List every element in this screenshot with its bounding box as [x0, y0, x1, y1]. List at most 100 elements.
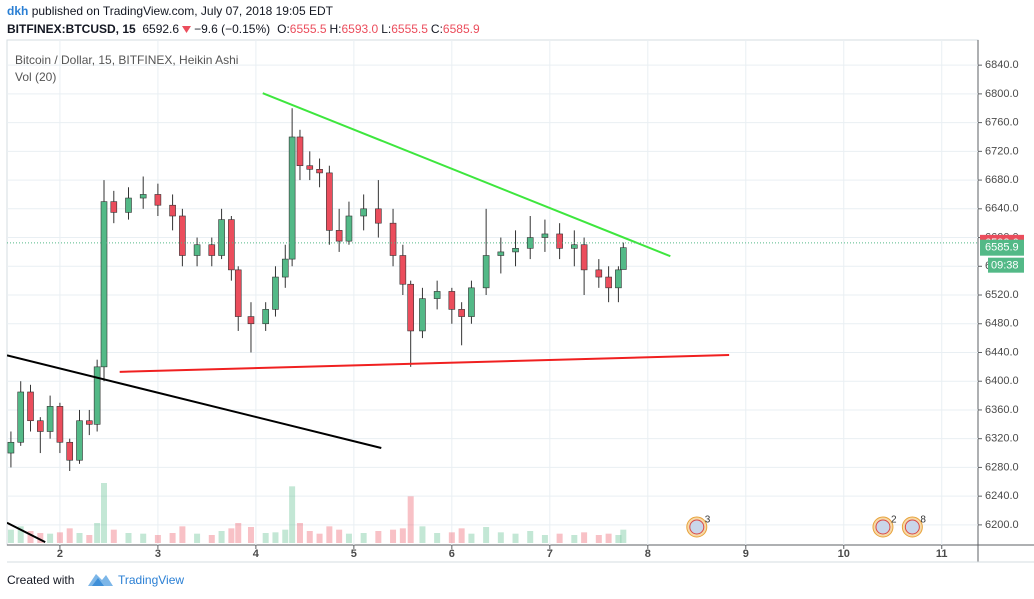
candle-body	[419, 298, 426, 332]
volume-bar	[541, 535, 548, 543]
volume-bar	[512, 533, 519, 543]
candle-body	[580, 244, 588, 271]
volume-bar	[125, 533, 132, 543]
candle-body	[100, 201, 108, 368]
close-box	[980, 239, 1024, 256]
trend-line	[7, 354, 382, 449]
candle-body	[37, 420, 44, 432]
plot-frame	[6, 39, 979, 546]
candle-body	[345, 215, 353, 242]
candle-body	[193, 244, 201, 256]
volume-bar	[235, 523, 242, 543]
event-flag[interactable]: 3	[686, 515, 711, 538]
price: 6592.6	[142, 22, 180, 36]
volume-bar	[179, 526, 186, 543]
ohlc-value: 6593.0	[341, 22, 379, 36]
candle-body	[169, 204, 176, 217]
volume-bar	[316, 533, 323, 543]
countdown-box	[988, 257, 1024, 273]
volume-bar	[458, 528, 465, 543]
ohlc-value: 6555.5	[289, 22, 327, 36]
candle-body	[399, 255, 407, 285]
candle-body	[208, 244, 216, 256]
candle-body	[306, 165, 314, 170]
x-tick-label: 8	[645, 548, 651, 560]
volume-bar	[218, 531, 225, 543]
countdown-label: 09:38	[991, 260, 1019, 272]
volume-bar	[110, 529, 117, 543]
candle-body	[595, 269, 603, 278]
volume-bar	[86, 535, 93, 543]
volume-bar	[399, 528, 406, 543]
candle-body	[7, 441, 15, 454]
candle-body	[17, 391, 25, 443]
volume-bar	[620, 529, 627, 543]
volume-bar	[47, 533, 54, 543]
event-count: 8	[920, 515, 926, 526]
candle-body	[571, 244, 578, 249]
event-icon	[904, 519, 920, 535]
candle-body	[360, 208, 367, 217]
candle-body	[497, 251, 505, 256]
volume-bar	[345, 533, 352, 543]
quote-line: BITFINEX:BTCUSD, 15 6592.6 −9.6 (−0.15%) O…	[7, 20, 486, 38]
candle-body	[512, 248, 519, 253]
logo[interactable]	[88, 574, 113, 586]
candle-body	[234, 269, 242, 317]
x-tick-label: 6	[449, 548, 455, 560]
y-tick-label: 6400.0	[985, 375, 1019, 387]
header: dkh published on TradingView.com, July 0…	[7, 2, 486, 38]
y-tick-label: 6760.0	[985, 117, 1019, 129]
candle-body	[228, 219, 235, 271]
change: −9.6 (−0.15%)	[194, 22, 271, 36]
candle-body	[27, 391, 34, 422]
close-label: 6585.9	[985, 242, 1019, 254]
y-tick-label: 6440.0	[985, 346, 1019, 358]
volume-bar	[208, 535, 215, 543]
candle-body	[468, 287, 475, 317]
candle-body	[154, 194, 162, 206]
candle-body	[556, 233, 563, 249]
volume-bar	[7, 529, 14, 543]
event-icon	[689, 519, 705, 535]
volume-bar	[581, 532, 588, 543]
event-flag[interactable]: 8	[901, 515, 926, 538]
candle-body	[433, 291, 441, 299]
y-tick-label: 6720.0	[985, 145, 1019, 157]
volume-bar	[390, 529, 397, 543]
volume-bar	[94, 523, 101, 543]
y-tick-label: 6800.0	[985, 88, 1019, 100]
x-tick-label: 7	[547, 548, 553, 560]
candle-body	[93, 366, 101, 425]
grid	[7, 40, 978, 545]
candle-body	[66, 441, 74, 461]
candle-body	[526, 237, 534, 249]
ohlc-label: C:	[430, 22, 443, 36]
volume-bar	[194, 533, 201, 543]
volume-bar	[595, 535, 602, 543]
ohlc-value: 6585.9	[442, 22, 480, 36]
volume-bar	[169, 533, 176, 543]
volume	[7, 483, 627, 543]
ohlc-label: H:	[329, 22, 342, 36]
footer-brand[interactable]: TradingView	[118, 573, 184, 587]
candle-body	[541, 233, 549, 238]
x-tick-label: 4	[253, 548, 260, 560]
candle-body	[272, 276, 279, 310]
trend-line	[262, 92, 671, 258]
candle-body	[86, 420, 93, 425]
volume-bar	[527, 531, 534, 543]
y-tick-label: 6240.0	[985, 490, 1019, 502]
candle-body	[76, 420, 83, 461]
volume-bar	[483, 527, 490, 543]
volume-label: Vol (20)	[15, 70, 56, 84]
candle-body	[179, 215, 186, 256]
volume-bar	[306, 531, 313, 543]
event-flag[interactable]: 2	[872, 515, 897, 538]
candle-body	[407, 283, 414, 332]
volume-bar	[407, 496, 414, 543]
footer-created: Created with	[7, 573, 74, 587]
author[interactable]: dkh	[7, 4, 29, 18]
volume-bar	[27, 531, 34, 543]
ohlc-label: O:	[277, 22, 290, 36]
